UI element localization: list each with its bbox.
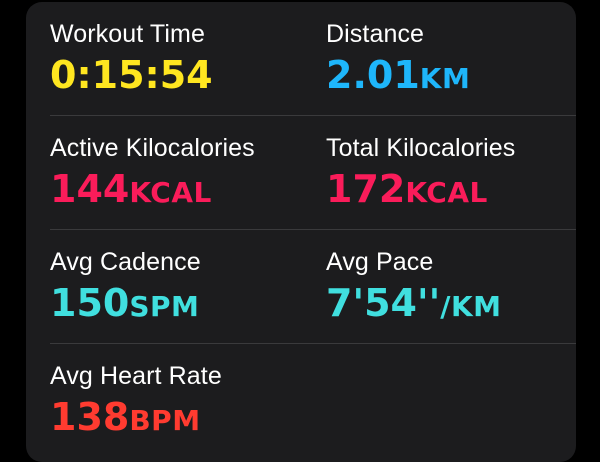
avg-cadence-label: Avg Cadence — [50, 248, 201, 276]
stats-row: Avg Cadence 150SPM Avg Pace 7'54''/KM — [26, 230, 576, 344]
total-kilocalories-label: Total Kilocalories — [326, 134, 516, 162]
divider — [50, 229, 576, 230]
workout-time-stat: Workout Time 0:15:54 — [50, 2, 310, 116]
avg-pace-value: 7'54''/KM — [326, 280, 502, 330]
distance-number: 2.01 — [326, 53, 420, 97]
total-kilocalories-stat: Total Kilocalories 172KCAL — [326, 116, 586, 230]
total-kilocalories-value: 172KCAL — [326, 166, 488, 216]
active-kilocalories-number: 144 — [50, 167, 130, 211]
active-kilocalories-label: Active Kilocalories — [50, 134, 255, 162]
distance-value: 2.01KM — [326, 52, 470, 102]
avg-cadence-number: 150 — [50, 281, 130, 325]
total-kilocalories-unit: KCAL — [405, 176, 488, 209]
divider — [50, 343, 576, 344]
avg-pace-number: 7'54'' — [326, 281, 441, 325]
workout-time-value: 0:15:54 — [50, 52, 213, 98]
stats-row: Avg Heart Rate 138BPM — [26, 344, 576, 458]
avg-heart-rate-value: 138BPM — [50, 394, 201, 444]
avg-heart-rate-label: Avg Heart Rate — [50, 362, 222, 390]
distance-unit: KM — [419, 62, 471, 95]
stats-row: Workout Time 0:15:54 Distance 2.01KM — [26, 2, 576, 116]
active-kilocalories-unit: KCAL — [129, 176, 212, 209]
active-kilocalories-stat: Active Kilocalories 144KCAL — [50, 116, 310, 230]
workout-time-number: 0:15:54 — [50, 53, 213, 97]
avg-cadence-stat: Avg Cadence 150SPM — [50, 230, 310, 344]
total-kilocalories-number: 172 — [326, 167, 406, 211]
active-kilocalories-value: 144KCAL — [50, 166, 212, 216]
workout-time-label: Workout Time — [50, 20, 205, 48]
divider — [50, 115, 576, 116]
avg-pace-stat: Avg Pace 7'54''/KM — [326, 230, 586, 344]
avg-pace-label: Avg Pace — [326, 248, 434, 276]
avg-pace-unit: /KM — [440, 290, 502, 323]
distance-label: Distance — [326, 20, 425, 48]
avg-cadence-unit: SPM — [129, 290, 200, 323]
avg-cadence-value: 150SPM — [50, 280, 199, 330]
workout-summary-card: Workout Time 0:15:54 Distance 2.01KM Act… — [26, 2, 576, 462]
stats-row: Active Kilocalories 144KCAL Total Kiloca… — [26, 116, 576, 230]
distance-stat: Distance 2.01KM — [326, 2, 586, 116]
avg-heart-rate-unit: BPM — [129, 404, 201, 437]
avg-heart-rate-number: 138 — [50, 395, 130, 439]
avg-heart-rate-stat: Avg Heart Rate 138BPM — [50, 344, 310, 458]
